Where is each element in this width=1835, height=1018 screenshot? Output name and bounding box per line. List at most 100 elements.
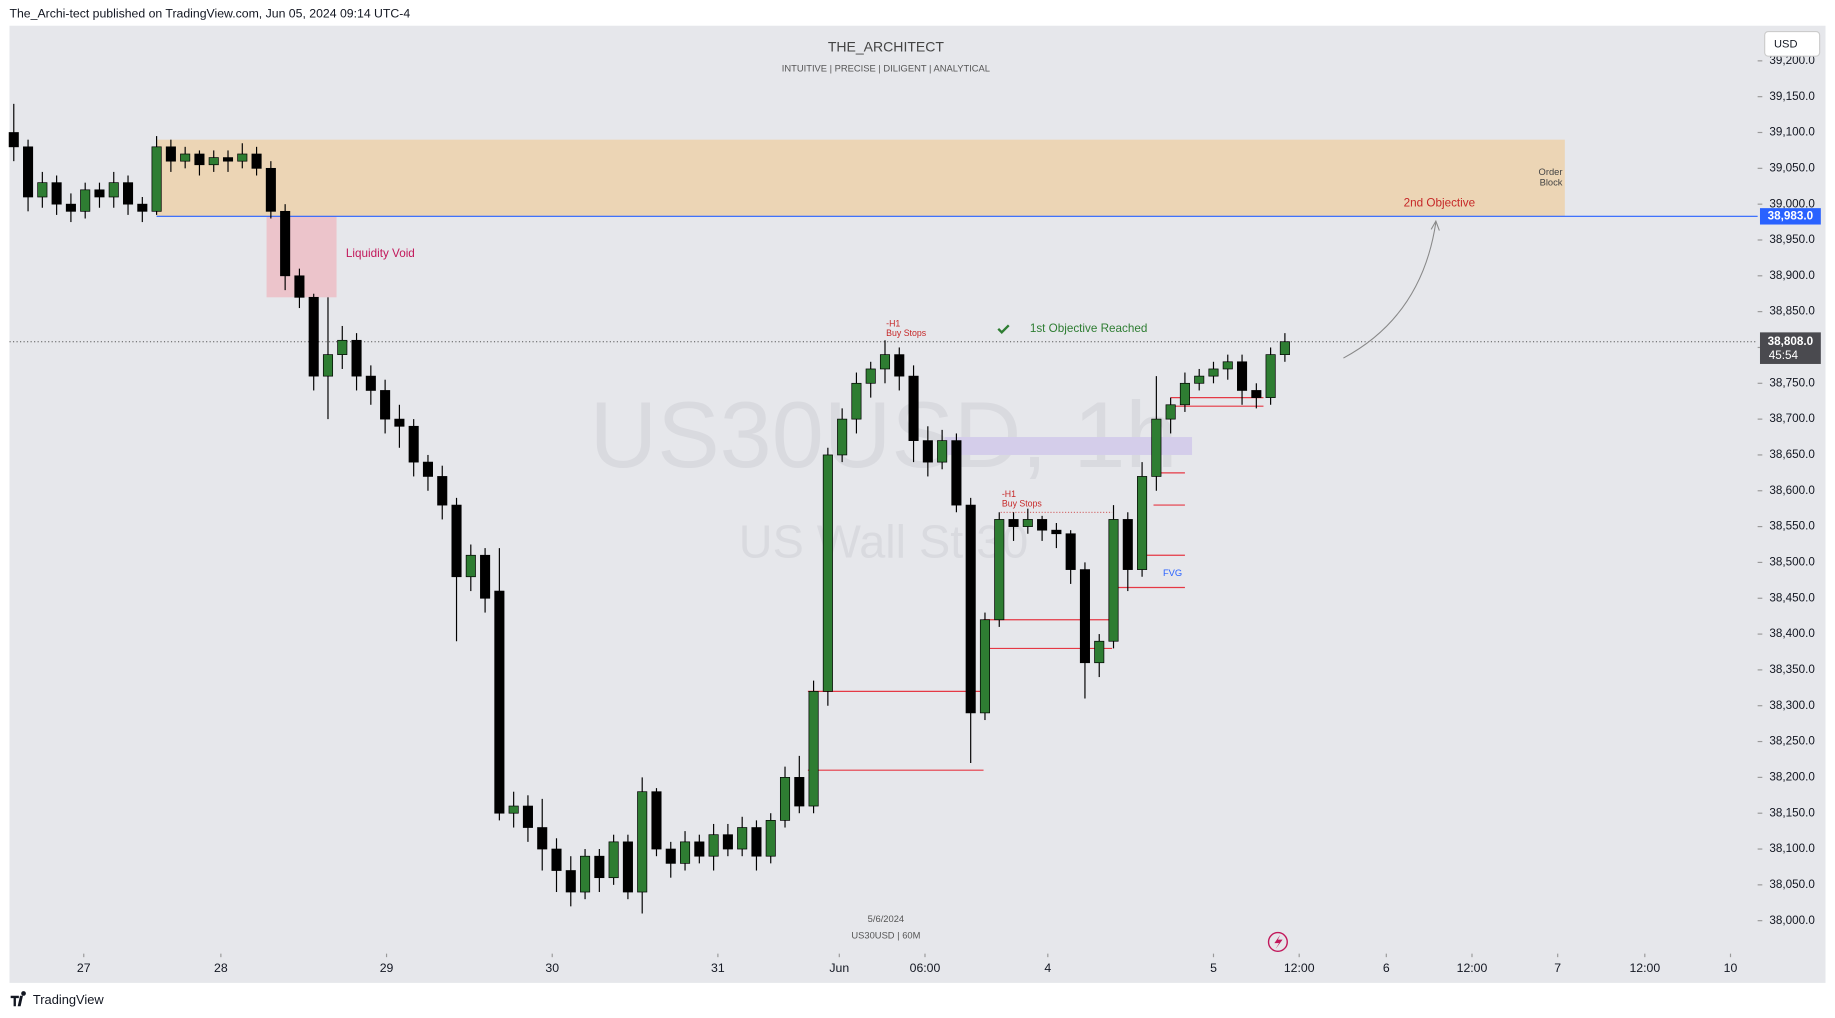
y-tick-label: 38,950.0 — [1769, 233, 1815, 246]
y-tick-label: 38,100.0 — [1769, 842, 1815, 855]
y-tick-label: 39,150.0 — [1769, 90, 1815, 103]
objective-2: 2nd Objective — [1404, 197, 1475, 210]
candle-body — [108, 182, 119, 198]
x-tick-label: 12:00 — [1457, 961, 1488, 975]
footer-date: 5/6/2024 — [868, 914, 904, 924]
candle-body — [1008, 519, 1019, 527]
buy-stops-label: Buy Stops — [1002, 498, 1043, 508]
candle-body — [94, 189, 105, 198]
x-tick-label: 6 — [1383, 961, 1390, 975]
candle-body — [394, 418, 405, 427]
candle-body — [1037, 519, 1048, 531]
candle-body — [1079, 569, 1090, 664]
brand-logo — [10, 991, 26, 1007]
buy-stops-label: -H1 — [1002, 489, 1016, 499]
candle-body — [594, 855, 605, 879]
objective-arrowhead — [1430, 219, 1440, 231]
x-tick-label: 27 — [77, 961, 91, 975]
x-tick-label: 28 — [214, 961, 228, 975]
candle-body — [237, 153, 248, 162]
candle-body — [208, 157, 219, 166]
objective-arrow — [1343, 222, 1437, 359]
candle-body — [422, 461, 433, 477]
candle-body — [1108, 519, 1119, 642]
candle-body — [1065, 533, 1076, 570]
last-price-box — [1759, 332, 1821, 364]
buy-stops-label: -H1 — [886, 318, 900, 328]
candle-body — [808, 691, 819, 807]
x-tick-label: 29 — [380, 961, 394, 975]
candle-body — [565, 870, 576, 893]
y-tick-label: 39,050.0 — [1769, 161, 1815, 174]
alert-icon — [1267, 931, 1288, 953]
candle-body — [151, 146, 162, 212]
candle-body — [380, 390, 391, 420]
chart-layer: US30USD, 1h US Wall St 30 THE_ARCHITECT INT… — [8, 31, 1821, 975]
candle-body — [8, 132, 19, 148]
candle-body — [165, 146, 176, 162]
alert-bolt — [1274, 934, 1283, 949]
x-tick-label: 06:00 — [910, 961, 941, 975]
candle-body — [537, 827, 548, 850]
candle-body — [680, 841, 691, 864]
candle-body — [751, 827, 762, 857]
watermark-symbol: US30USD, 1h — [590, 382, 1178, 487]
x-tick-label: 30 — [545, 961, 559, 975]
candle-body — [80, 189, 91, 212]
candle-body — [1194, 375, 1205, 384]
candle-body — [1122, 519, 1133, 570]
candle-body — [51, 182, 62, 205]
footer-symbol: US30USD | 60M — [851, 931, 920, 941]
y-tick-label: 38,000.0 — [1769, 914, 1815, 927]
candle-body — [922, 440, 933, 463]
candle-body — [1137, 476, 1148, 570]
candle-body — [1208, 368, 1219, 377]
candle-body — [765, 820, 776, 857]
brand: TradingView — [33, 992, 104, 1007]
candle-body — [622, 841, 633, 893]
y-tick-label: 38,750.0 — [1769, 376, 1815, 389]
candle-body — [1251, 390, 1262, 398]
title: THE_ARCHITECT — [828, 39, 945, 55]
candle-body — [351, 339, 362, 377]
candle-body — [865, 368, 876, 384]
candle-body — [522, 805, 533, 828]
candle-body — [694, 841, 705, 857]
candle-body — [408, 425, 419, 463]
currency-box — [1764, 31, 1821, 57]
objective-1: 1st Objective Reached — [1030, 322, 1148, 335]
candle-body — [322, 354, 334, 377]
candle-body — [1222, 361, 1233, 370]
order-block-label: Order — [1539, 167, 1563, 177]
candle-body — [37, 182, 48, 198]
y-tick-label: 38,450.0 — [1769, 591, 1815, 604]
candle-body — [637, 791, 648, 893]
x-tick-label: 4 — [1044, 961, 1051, 975]
y-tick-label: 39,200.0 — [1769, 54, 1815, 67]
y-tick-label: 38,600.0 — [1769, 484, 1815, 497]
y-tick-label: 38,650.0 — [1769, 448, 1815, 461]
watermark-name: US Wall St 30 — [739, 516, 1029, 568]
candle-body — [851, 382, 862, 420]
candle-body — [722, 834, 733, 850]
x-tick-label: 12:00 — [1629, 961, 1660, 975]
candle-body — [1279, 341, 1290, 355]
candle-body — [1237, 361, 1248, 391]
y-tick-label: 38,300.0 — [1769, 699, 1815, 712]
candle-body — [265, 167, 276, 212]
candle-body — [23, 146, 34, 198]
level-price-box — [1759, 208, 1821, 225]
level-price-label: 38,983.0 — [1768, 209, 1814, 222]
subtitle: INTUITIVE | PRECISE | DILIGENT | ANALYTI… — [782, 64, 990, 74]
candle-body — [965, 504, 976, 714]
y-tick-label: 38,050.0 — [1769, 878, 1815, 891]
x-tick-label: 5 — [1210, 961, 1217, 975]
y-tick-label: 38,500.0 — [1769, 556, 1815, 569]
liquidity-void-label: Liquidity Void — [346, 247, 415, 260]
y-tick-label: 38,900.0 — [1769, 269, 1815, 282]
y-tick-label: 38,850.0 — [1769, 305, 1815, 318]
y-tick-label: 38,250.0 — [1769, 735, 1815, 748]
candle-body — [608, 841, 619, 879]
y-tick-label: 39,000.0 — [1769, 197, 1815, 210]
